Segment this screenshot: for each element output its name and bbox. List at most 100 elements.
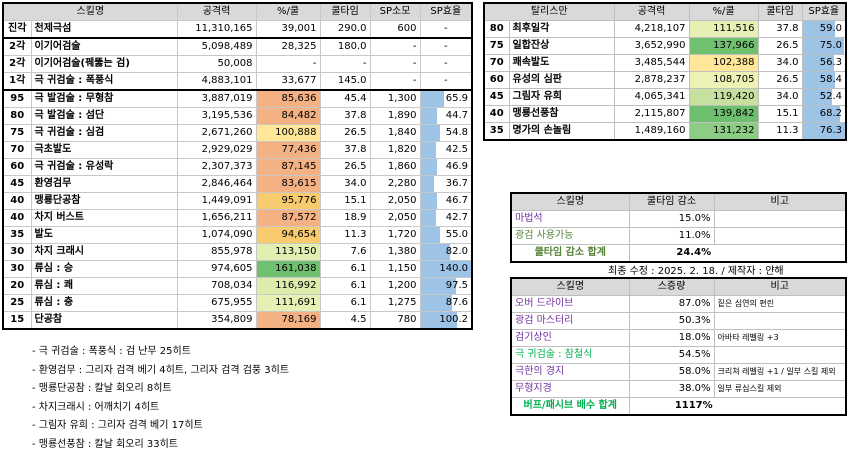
sp-eff-value: 52.4 (820, 91, 842, 102)
cooldown-sum-label: 쿨타임 감소 합계 (511, 245, 629, 263)
pct-cool-value: 78,169 (256, 312, 320, 330)
sp-cost-value: 1,890 (370, 108, 420, 125)
sp-eff-cell: 42.7 (420, 210, 472, 227)
sp-eff-value: 58.4 (820, 74, 842, 85)
sp-eff-cell: 87.6 (420, 295, 472, 312)
sp-eff-bar (421, 91, 445, 107)
buff-increase-value: 50.3% (629, 313, 714, 330)
attack-value: 4,065,341 (614, 89, 689, 106)
attack-value: 1,074,090 (177, 227, 256, 244)
sp-eff-cell: 46.9 (420, 159, 472, 176)
sp-eff-cell: 36.7 (420, 176, 472, 193)
talisman-level: 35 (484, 123, 509, 141)
talisman-table-header: 탈리스만 공격력 %/쿨 쿨타임 SP효율 (484, 3, 846, 21)
sp-eff-cell: 68.2 (802, 106, 846, 123)
pct-cool-value: 137,966 (689, 38, 758, 55)
talisman-level: 70 (484, 55, 509, 72)
revision-note: 최종 수정 : 2025. 2. 18. / 제작자 : 얀해 (608, 262, 784, 277)
sp-cost-value: - (370, 73, 420, 91)
attack-value: 675,955 (177, 295, 256, 312)
sp-eff-bar (421, 193, 438, 209)
pct-cool-value: 111,691 (256, 295, 320, 312)
attack-value: 4,218,107 (614, 21, 689, 38)
attack-value: 50,008 (177, 56, 256, 73)
sp-eff-cell: 42.5 (420, 142, 472, 159)
header-sp-eff: SP효율 (802, 3, 846, 21)
skill-level: 40 (3, 210, 31, 227)
cooldown-value: 26.5 (758, 38, 802, 55)
attack-value: 5,098,489 (177, 38, 256, 56)
sp-eff-cell: 52.4 (802, 89, 846, 106)
cooldown-remark (714, 228, 846, 245)
sp-eff-value: 44.7 (446, 110, 468, 121)
sp-eff-cell: 55.0 (420, 227, 472, 244)
sp-eff-bar (421, 108, 437, 124)
skill-level: 70 (3, 142, 31, 159)
cooldown-sum-row: 쿨타임 감소 합계 24.4% (511, 245, 846, 263)
cooldown-table-header: 스킬명 쿨타임 감소 비고 (511, 193, 846, 211)
sp-eff-bar (421, 159, 438, 175)
attack-value: 2,307,373 (177, 159, 256, 176)
sp-cost-value: 1,380 (370, 244, 420, 261)
skill-level: 40 (3, 193, 31, 210)
buff-remark: 크리쳐 레벨링 +1 / 일부 스킬 제외 (714, 364, 846, 381)
pct-cool-value: 84,482 (256, 108, 320, 125)
cooldown-remark (714, 211, 846, 228)
skill-name: 환영검무 (31, 176, 177, 193)
sp-cost-value: 600 (370, 21, 420, 39)
sp-eff-cell: - (420, 56, 472, 73)
sp-eff-cell: 82.0 (420, 244, 472, 261)
skill-name: 류심 : 승 (31, 261, 177, 278)
sp-eff-cell: - (420, 21, 472, 39)
cooldown-value: 4.5 (320, 312, 370, 330)
sp-cost-value: 1,150 (370, 261, 420, 278)
sp-cost-value: 2,050 (370, 210, 420, 227)
pct-cool-value: 28,325 (256, 38, 320, 56)
skill-level: 25 (3, 295, 31, 312)
buff-skill-name: 오버 드라이브 (511, 296, 629, 313)
cooldown-value: 145.0 (320, 73, 370, 91)
sp-eff-value: 100.2 (439, 314, 468, 325)
sp-cost-value: 1,200 (370, 278, 420, 295)
sp-eff-value: 82.0 (446, 246, 468, 257)
pct-cool-value: 113,150 (256, 244, 320, 261)
skill-name: 극 발검술 : 섬단 (31, 108, 177, 125)
attack-value: 708,034 (177, 278, 256, 295)
cooldown-value: 11.3 (758, 123, 802, 141)
header-attack: 공격력 (614, 3, 689, 21)
skill-level: 20 (3, 278, 31, 295)
skill-name: 극초발도 (31, 142, 177, 159)
pct-cool-value: 111,516 (689, 21, 758, 38)
sp-cost-value: 1,300 (370, 90, 420, 108)
talisman-level: 60 (484, 72, 509, 89)
cooldown-value: 37.8 (758, 21, 802, 38)
talisman-level: 45 (484, 89, 509, 106)
note-item: - 극 귀검술 : 폭풍식 : 검 난무 25히트 (32, 343, 289, 362)
sp-eff-value: - (444, 41, 448, 52)
note-item: - 맹룡단공참 : 칼날 회오리 8히트 (32, 380, 289, 399)
sp-cost-value: 2,050 (370, 193, 420, 210)
skill-name: 극 귀검술 : 유성락 (31, 159, 177, 176)
cooldown-sum-value: 24.4% (629, 245, 846, 263)
cooldown-value: 15.1 (758, 106, 802, 123)
buff-remark: 아바타 레벨링 +3 (714, 330, 846, 347)
sp-eff-bar (421, 227, 441, 243)
sp-eff-value: - (444, 58, 448, 69)
pct-cool-value: 87,572 (256, 210, 320, 227)
cooldown-value: 37.8 (320, 142, 370, 159)
sp-eff-value: 56.3 (820, 57, 842, 68)
talisman-level: 40 (484, 106, 509, 123)
header-pct-cool: %/쿨 (689, 3, 758, 21)
sp-eff-cell: - (420, 38, 472, 56)
pct-cool-value: 77,436 (256, 142, 320, 159)
sp-eff-cell: 76.3 (802, 123, 846, 141)
